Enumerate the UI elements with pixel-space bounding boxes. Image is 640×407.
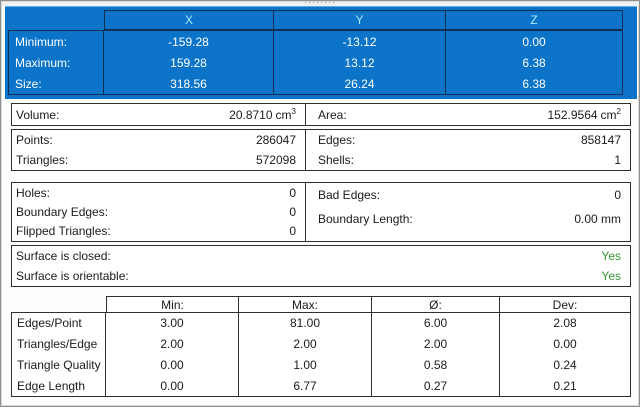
maximum-x: 159.28: [104, 52, 274, 73]
boundary-edges-label: Boundary Edges:: [16, 204, 109, 219]
boundary-edges-row: Boundary Edges: 0: [12, 202, 305, 221]
bounding-box-section[interactable]: X Y Z Minimum: -159.28 -13.12 0.00 Maxim…: [5, 6, 637, 99]
shells-row: Shells: 1: [306, 150, 630, 170]
size-y: 26.24: [274, 73, 446, 94]
area-label: Area:: [318, 107, 347, 122]
edges-per-point-avg: 6.00: [372, 313, 500, 334]
triangle-quality-max: 1.00: [239, 354, 372, 376]
holes-label: Holes:: [16, 185, 51, 200]
table-row-size: Size: 318.56 26.24 6.38: [9, 73, 622, 94]
column-header-average: Ø:: [372, 297, 500, 313]
volume-value: 20.8710 cm3: [229, 107, 296, 122]
bad-edges-row: Bad Edges: 0: [306, 183, 630, 207]
empty-row: [306, 231, 630, 241]
edges-value: 858147: [580, 133, 621, 147]
triangle-quality-avg: 0.58: [372, 354, 500, 376]
flipped-triangles-value: 0: [289, 224, 296, 239]
volume-row: Volume: 20.8710 cm3: [12, 104, 305, 125]
edges-per-point-max: 81.00: [239, 313, 372, 334]
maximum-z: 6.38: [522, 55, 546, 70]
row-label: Triangles/Edge: [12, 333, 106, 355]
maximum-y: 13.12: [274, 52, 446, 73]
edges-label: Edges:: [318, 133, 356, 147]
row-label: Size:: [9, 73, 104, 94]
points-label: Points:: [16, 133, 53, 147]
surface-closed-value: Yes: [601, 249, 621, 263]
column-header-deviation: Dev:: [552, 298, 578, 312]
points-row: Points: 286047: [12, 130, 305, 150]
area-value: 152.9564 cm2: [547, 107, 621, 122]
triangles-label: Triangles:: [16, 153, 69, 167]
column-header-x: X: [105, 11, 274, 29]
triangles-per-edge-min: 2.00: [106, 333, 239, 355]
bad-edges-value: 0: [614, 188, 621, 202]
size-x: 318.56: [104, 73, 274, 94]
surface-orientable-label: Surface is orientable:: [16, 269, 129, 283]
bounding-box-table: Minimum: -159.28 -13.12 0.00 Maximum: 15…: [8, 30, 623, 95]
surface-orientable-row: Surface is orientable: Yes: [12, 266, 630, 286]
splitter-drag-handle-icon[interactable]: ········: [304, 0, 336, 7]
table-row-triangle-quality: Triangle Quality 0.00 1.00 0.58 0.24: [12, 354, 630, 376]
volume-area-section: Volume: 20.8710 cm3 Area: 152.9564 cm2: [11, 103, 631, 126]
defects-section: Holes: 0 Boundary Edges: 0 Flipped Trian…: [11, 182, 631, 242]
surface-closed-row: Surface is closed: Yes: [12, 246, 630, 266]
row-label: Maximum:: [9, 52, 104, 73]
boundary-length-value: 0.00 mm: [574, 212, 621, 226]
volume-label: Volume:: [16, 107, 60, 122]
row-label: Minimum:: [9, 31, 104, 52]
edges-per-point-min: 3.00: [106, 313, 239, 334]
stats-table: Edges/Point 3.00 81.00 6.00 2.08 Triangl…: [11, 312, 631, 397]
triangle-quality-min: 0.00: [106, 354, 239, 376]
edges-row: Edges: 858147: [306, 130, 630, 150]
boundary-edges-value: 0: [289, 204, 296, 219]
edges-per-point-dev: 2.08: [553, 316, 577, 331]
triangles-per-edge-max: 2.00: [239, 333, 372, 355]
edge-length-avg: 0.27: [372, 375, 500, 396]
triangle-quality-dev: 0.24: [553, 357, 577, 372]
surface-flags-section: Surface is closed: Yes Surface is orient…: [11, 245, 631, 287]
mesh-counts-section: Points: 286047 Triangles: 572098 Edges: …: [11, 129, 631, 171]
table-row-minimum: Minimum: -159.28 -13.12 0.00: [9, 31, 622, 52]
flipped-triangles-row: Flipped Triangles: 0: [12, 222, 305, 241]
flipped-triangles-label: Flipped Triangles:: [16, 224, 111, 239]
shells-label: Shells:: [318, 153, 355, 167]
triangles-value: 572098: [255, 153, 296, 167]
row-label: Edge Length: [12, 375, 106, 396]
edge-length-min: 0.00: [106, 375, 239, 396]
minimum-x: -159.28: [104, 31, 274, 52]
bad-edges-label: Bad Edges:: [318, 188, 381, 202]
triangles-row: Triangles: 572098: [12, 150, 305, 170]
table-row-maximum: Maximum: 159.28 13.12 6.38: [9, 52, 622, 73]
size-z: 6.38: [522, 76, 546, 91]
column-header-max: Max:: [239, 297, 372, 313]
column-header-z: Z: [530, 13, 538, 27]
area-row: Area: 152.9564 cm2: [306, 104, 630, 125]
triangles-per-edge-avg: 2.00: [372, 333, 500, 355]
surface-closed-label: Surface is closed:: [16, 249, 111, 263]
stats-header-row: Min: Max: Ø: Dev:: [106, 296, 631, 313]
boundary-length-row: Boundary Length: 0.00 mm: [306, 207, 630, 231]
boundary-length-label: Boundary Length:: [318, 212, 413, 226]
points-value: 286047: [255, 133, 296, 147]
holes-value: 0: [289, 185, 296, 200]
row-label: Edges/Point: [12, 313, 106, 334]
holes-row: Holes: 0: [12, 183, 305, 202]
edge-length-dev: 0.21: [553, 378, 577, 393]
column-header-y: Y: [274, 11, 446, 29]
surface-orientable-value: Yes: [601, 269, 621, 283]
bounding-box-header-row: X Y Z: [104, 10, 623, 30]
column-header-min: Min:: [107, 297, 239, 313]
table-row-edge-length: Edge Length 0.00 6.77 0.27 0.21: [12, 375, 630, 396]
table-row-edges-per-point: Edges/Point 3.00 81.00 6.00 2.08: [12, 313, 630, 334]
minimum-y: -13.12: [274, 31, 446, 52]
edge-length-max: 6.77: [239, 375, 372, 396]
minimum-z: 0.00: [522, 34, 546, 49]
row-label: Triangle Quality: [12, 354, 106, 376]
shells-value: 1: [614, 153, 621, 167]
top-edge-strip: [2, 2, 639, 6]
table-row-triangles-per-edge: Triangles/Edge 2.00 2.00 2.00 0.00: [12, 333, 630, 355]
triangles-per-edge-dev: 0.00: [553, 337, 577, 352]
